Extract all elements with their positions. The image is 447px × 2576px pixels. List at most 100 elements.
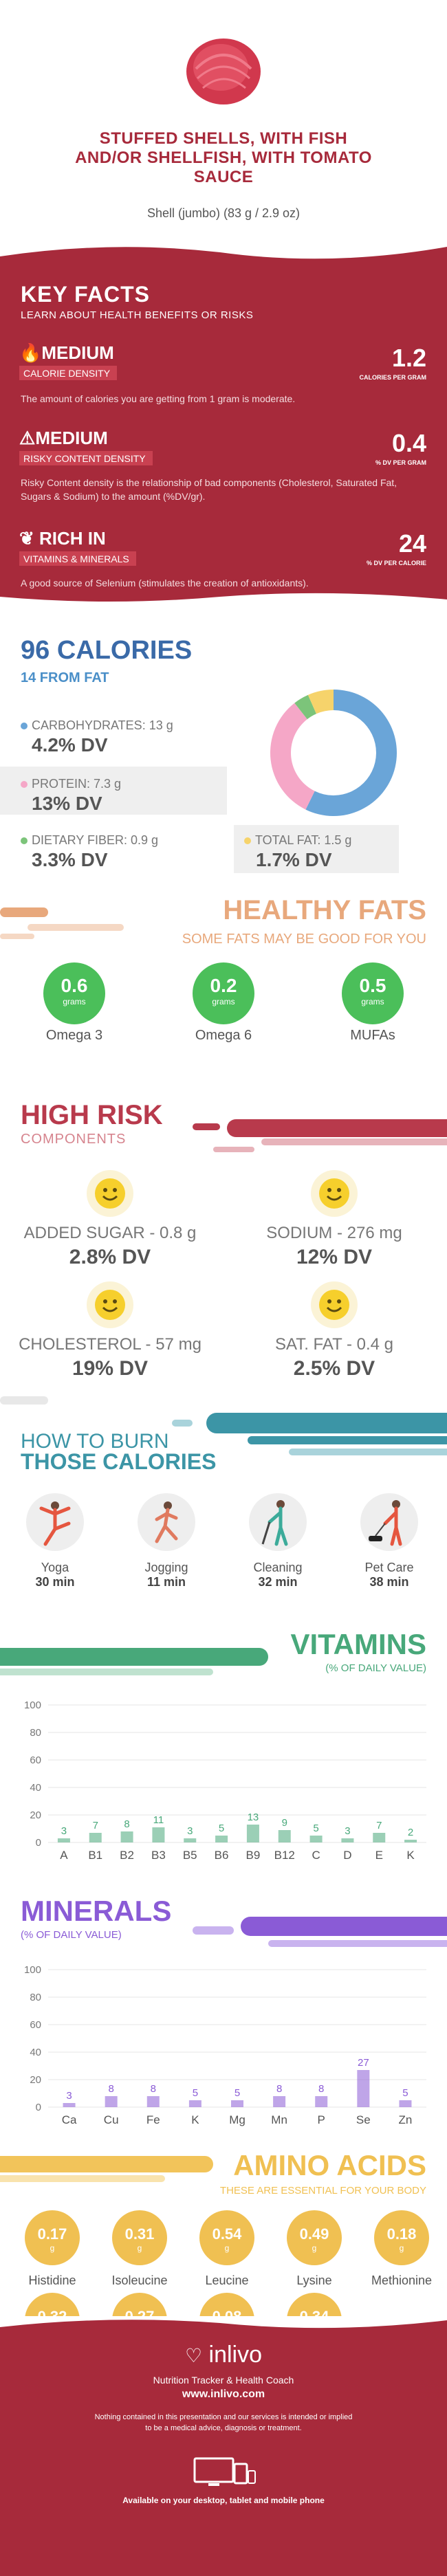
bar	[246, 1825, 259, 1842]
vitamins-subtitle: (% OF DAILY VALUE)	[325, 1662, 426, 1674]
bar-value-label: 13	[248, 1812, 259, 1823]
bar	[231, 2100, 243, 2107]
y-tick-label: 60	[30, 2019, 41, 2031]
bar	[188, 2100, 201, 2107]
fiber-dv: 3.3% DV	[32, 849, 108, 870]
vitamins-level: ❦ RICH IN	[19, 528, 106, 549]
healthy-fats-title: HEALTHY FATS	[223, 895, 426, 925]
amino-circle: 0.49 g	[287, 2210, 342, 2265]
healthy-fats-subtitle: SOME FATS MAY BE GOOD FOR YOU	[182, 932, 426, 947]
x-tick-label: K	[406, 1849, 415, 1862]
bar-value-label: 8	[108, 2083, 113, 2095]
bar	[63, 2103, 76, 2107]
amino-circle: 0.31 g	[112, 2210, 167, 2265]
bar	[315, 2096, 328, 2107]
sodium-dv: 12% DV	[296, 1246, 373, 1268]
bar	[184, 1838, 197, 1842]
x-tick-label: Mg	[229, 2113, 246, 2126]
sat-fat-dv: 2.5% DV	[293, 1357, 375, 1380]
y-tick-label: 80	[30, 1727, 41, 1739]
bar-value-label: 8	[276, 2083, 282, 2095]
vitamins-label: VITAMINS & MINERALS	[19, 551, 136, 566]
bar-value-label: 5	[235, 2087, 240, 2099]
bar	[146, 2096, 160, 2107]
x-tick-label: B3	[151, 1849, 166, 1862]
vitamins-value: 24	[398, 529, 426, 558]
amino-label: Lysine	[296, 2274, 332, 2287]
bar-value-label: 7	[93, 1820, 98, 1831]
bar	[357, 2070, 370, 2107]
bar	[215, 1836, 228, 1842]
warning-icon: ⚠	[19, 428, 36, 448]
amino-circle: 0.54 g	[199, 2210, 254, 2265]
y-tick-label: 20	[30, 1809, 41, 1821]
vitamins-desc: A good source of Selenium (stimulates th…	[21, 577, 309, 588]
bar-value-label: 11	[153, 1814, 164, 1826]
bar-value-label: 3	[187, 1825, 193, 1837]
x-tick-label: B1	[88, 1849, 102, 1862]
bar-value-label: 9	[282, 1817, 287, 1829]
x-tick-label: B2	[120, 1849, 134, 1862]
yoga-activity: Yoga 30 min	[35, 1561, 75, 1589]
high-risk-title: HIGH RISK	[21, 1100, 163, 1130]
y-tick-label: 40	[30, 1782, 41, 1794]
risky-content-level: ⚠MEDIUM	[19, 428, 108, 448]
cholesterol-label: CHOLESTEROL - 57 mg	[19, 1335, 201, 1354]
calorie-density-label: CALORIE DENSITY	[19, 366, 118, 380]
title-line: AND/OR SHELLFISH, WITH TOMATO	[75, 148, 372, 167]
vitamins-bar-chart: 0 20 40 60 80 100 3 A 7 B1 8 B2 11 B3 3 B5 5 B6 13 B9 9 B12 5 C…	[24, 1699, 426, 1862]
vitamins-title: VITAMINS	[290, 1628, 426, 1660]
yoga-icon	[26, 1493, 84, 1551]
brand: ♡ inlivo	[184, 2342, 263, 2368]
disclaimer: to be a medical advice, diagnosis or tre…	[145, 2424, 302, 2432]
bar	[309, 1836, 323, 1842]
amino-subtitle: THESE ARE ESSENTIAL FOR YOUR BODY	[219, 2185, 426, 2197]
amino-circle: 0.18 g	[374, 2210, 429, 2265]
bar	[120, 1831, 133, 1842]
decor-stripes	[0, 1648, 268, 1675]
y-tick-label: 100	[24, 1964, 41, 1976]
fat-dv: 1.7% DV	[256, 849, 332, 870]
x-tick-label: D	[343, 1849, 351, 1862]
availability-note: Available on your desktop, tablet and mo…	[122, 2496, 325, 2505]
bar-value-label: 5	[193, 2087, 198, 2099]
x-tick-label: Fe	[146, 2113, 160, 2126]
bar-value-label: 27	[358, 2057, 369, 2069]
smiley-icon	[95, 1178, 125, 1209]
y-tick-label: 0	[36, 2102, 41, 2113]
added-sugar-dv: 2.8% DV	[69, 1246, 151, 1268]
bar	[89, 1833, 102, 1842]
wave-divider	[0, 2316, 447, 2329]
bar-value-label: 3	[66, 2090, 72, 2102]
disclaimer: Nothing contained in this presentation a…	[94, 2413, 353, 2421]
footer: ♡ inlivo Nutrition Tracker & Health Coac…	[0, 2316, 447, 2576]
cleaning-activity: Cleaning 32 min	[253, 1561, 303, 1589]
burn-title-2: THOSE CALORIES	[21, 1449, 217, 1474]
x-tick-label: B9	[246, 1849, 261, 1862]
x-tick-label: Cu	[104, 2113, 119, 2126]
calorie-donut-chart	[270, 690, 397, 816]
devices-icon	[189, 2454, 258, 2489]
omega3-circle: 0.6 grams	[43, 962, 105, 1024]
y-tick-label: 100	[24, 1699, 41, 1711]
y-tick-label: 60	[30, 1754, 41, 1766]
decor-stripes	[0, 2156, 213, 2182]
food-image	[182, 27, 265, 110]
y-tick-label: 0	[36, 1837, 41, 1849]
y-tick-label: 20	[30, 2074, 41, 2086]
added-sugar-label: ADDED SUGAR - 0.8 g	[23, 1224, 197, 1242]
x-tick-label: B6	[215, 1849, 229, 1862]
amino-label: Histidine	[28, 2274, 76, 2287]
bar	[373, 1833, 386, 1842]
x-tick-label: P	[318, 2113, 325, 2126]
serving-size: Shell (jumbo) (83 g / 2.9 oz)	[146, 206, 301, 220]
website-link[interactable]: www.inlivo.com	[182, 2388, 265, 2400]
x-tick-label: K	[191, 2113, 199, 2126]
key-facts-title: KEY FACTS	[21, 282, 150, 307]
amino-label: Methionine	[371, 2274, 433, 2287]
x-tick-label: Se	[356, 2113, 371, 2126]
x-tick-label: C	[312, 1849, 320, 1862]
amino-label: Isoleucine	[111, 2274, 168, 2287]
bar	[152, 1827, 165, 1842]
calorie-density-unit: CALORIES PER GRAM	[359, 374, 426, 381]
